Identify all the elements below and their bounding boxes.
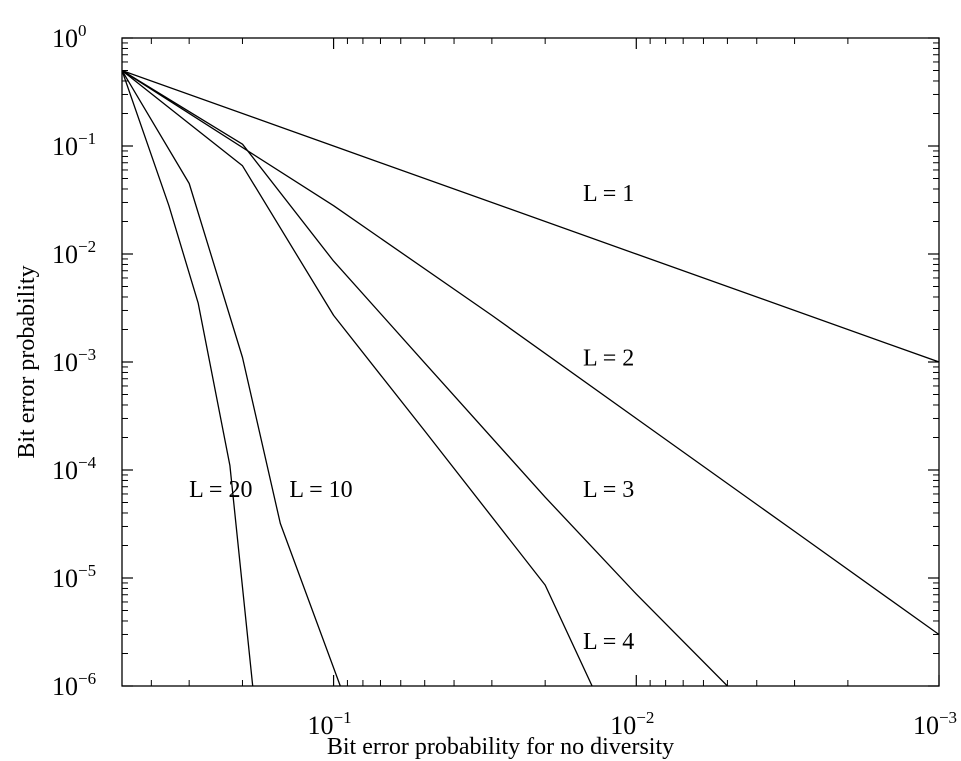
y-tick-label: 100: [52, 21, 87, 53]
series-line: [122, 69, 593, 686]
series-label: L = 4: [583, 629, 634, 655]
y-tick-label: 10−5: [52, 561, 96, 593]
series-curves: [122, 69, 939, 686]
series-line: [122, 69, 939, 363]
x-tick-label: 10−3: [913, 708, 957, 740]
plot-frame: [121, 37, 940, 687]
series-line: [122, 70, 254, 686]
series-label: L = 3: [583, 477, 634, 503]
series-label: L = 1: [583, 181, 634, 207]
series-label: L = 20: [189, 477, 252, 503]
y-tick-label: 10−4: [52, 453, 97, 485]
y-axis-title: Bit error probability: [14, 265, 40, 458]
y-tick-label: 10−3: [52, 345, 96, 377]
y-tick-label: 10−1: [52, 129, 96, 161]
series-labels: L = 1 L = 2 L = 3 L = 4 L = 10 L = 20: [189, 181, 634, 655]
plot-area-border: [121, 37, 940, 687]
y-tick-label: 10−2: [52, 237, 96, 269]
x-tick-label: 10−2: [610, 708, 654, 740]
y-tick-label: 10−6: [52, 669, 96, 701]
axis-ticks: 10−1 10−2 10−3 100 10−1 10−2 10−3 10−4 10−5 10−6: [52, 21, 957, 740]
x-tick-label: 10−1: [308, 708, 352, 740]
series-label: L = 10: [289, 477, 352, 503]
x-axis-title: Bit error probability for no diversity: [327, 734, 674, 760]
series-line: [122, 69, 728, 686]
series-line: [122, 70, 341, 686]
series-line: [122, 69, 939, 636]
series-label: L = 2: [583, 345, 634, 371]
